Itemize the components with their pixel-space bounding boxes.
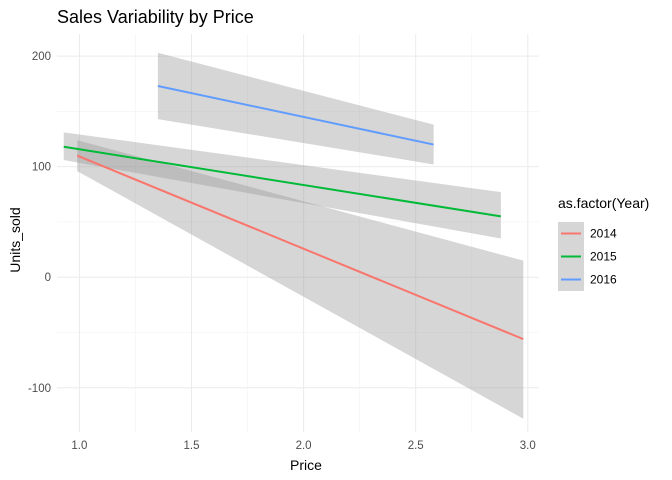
x-axis-title: Price [290, 457, 322, 473]
x-tick-label: 3.0 [520, 440, 536, 452]
y-tick-label: 200 [32, 51, 51, 63]
legend-keys: 2014 2015 2016 [558, 222, 617, 291]
x-tick-label: 2.0 [296, 440, 312, 452]
y-tick-label: 100 [32, 162, 51, 174]
legend: as.factor(Year) 2014 2015 2016 [558, 195, 649, 291]
ci-ribbon-2015 [63, 132, 501, 239]
x-tick-label: 2.5 [408, 440, 424, 452]
trend-line-2016 [157, 84, 434, 146]
legend-label-2016: 2016 [590, 273, 617, 287]
confidence-ribbons [63, 52, 524, 419]
y-axis-title: Units_sold [7, 207, 23, 272]
y-tick-label: -100 [28, 383, 51, 395]
legend-label-2014: 2014 [590, 227, 617, 241]
legend-label-2015: 2015 [590, 250, 617, 264]
trend-line-2014 [76, 154, 524, 341]
trend-line-2015 [63, 145, 502, 218]
x-tick-label: 1.0 [71, 440, 87, 452]
ci-ribbon-2016 [157, 52, 434, 165]
trend-lines [63, 84, 524, 341]
major-gridlines [57, 34, 539, 432]
x-tick-label: 1.5 [184, 440, 200, 452]
ci-ribbon-2014 [77, 140, 524, 419]
legend-title: as.factor(Year) [558, 195, 649, 211]
chart-title: Sales Variability by Price [57, 7, 254, 27]
y-tick-labels: -100 0 100 200 [28, 51, 51, 395]
y-tick-label: 0 [45, 272, 51, 284]
minor-gridlines [57, 34, 539, 432]
x-tick-labels: 1.0 1.5 2.0 2.5 3.0 [71, 440, 535, 452]
